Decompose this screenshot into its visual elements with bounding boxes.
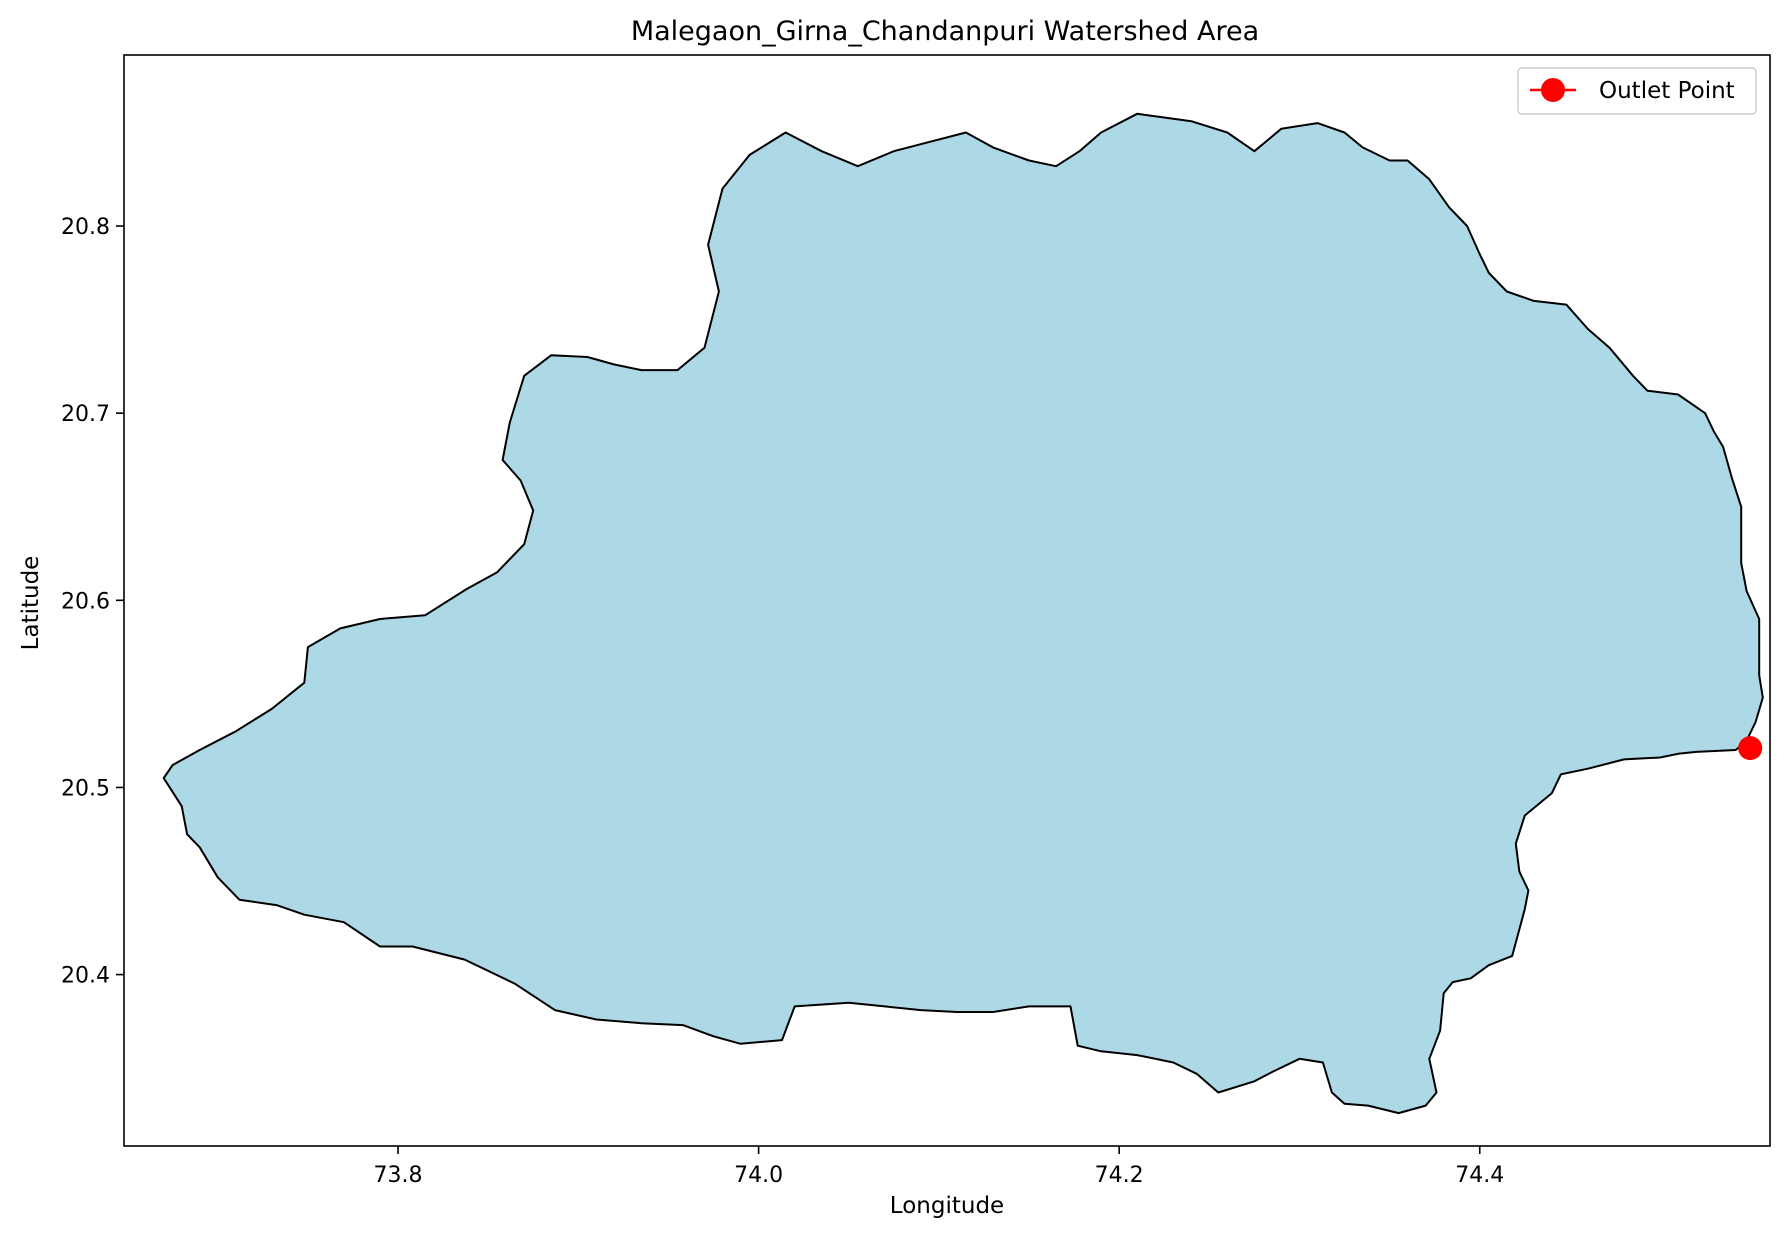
- y-tick-label: 20.6: [61, 589, 110, 614]
- outlet-point-marker: [1738, 736, 1763, 761]
- x-axis-label: Longitude: [890, 1193, 1004, 1219]
- chart-title: Malegaon_Girna_Chandanpuri Watershed Are…: [631, 16, 1259, 47]
- legend-outlet-label: Outlet Point: [1599, 78, 1735, 104]
- y-tick-label: 20.8: [61, 215, 110, 240]
- x-axis-ticks: 73.8 74.0 74.2 74.4: [374, 1146, 1504, 1188]
- watershed-polygon: [162, 112, 1764, 1115]
- legend-outlet-marker: [1541, 78, 1565, 102]
- legend-box: [1517, 67, 1757, 115]
- x-tick-label: 74.4: [1455, 1163, 1504, 1188]
- y-axis-label: Latitude: [18, 556, 44, 651]
- x-tick-label: 74.0: [734, 1163, 783, 1188]
- legend: Outlet Point: [1517, 67, 1757, 115]
- x-tick-label: 74.2: [1095, 1163, 1144, 1188]
- y-tick-label: 20.5: [61, 776, 110, 801]
- y-tick-label: 20.7: [61, 402, 110, 427]
- y-axis-ticks: 20.4 20.5 20.6 20.7 20.8: [61, 215, 124, 989]
- plot-area: [162, 112, 1764, 1115]
- x-tick-label: 73.8: [374, 1163, 423, 1188]
- y-tick-label: 20.4: [61, 964, 110, 989]
